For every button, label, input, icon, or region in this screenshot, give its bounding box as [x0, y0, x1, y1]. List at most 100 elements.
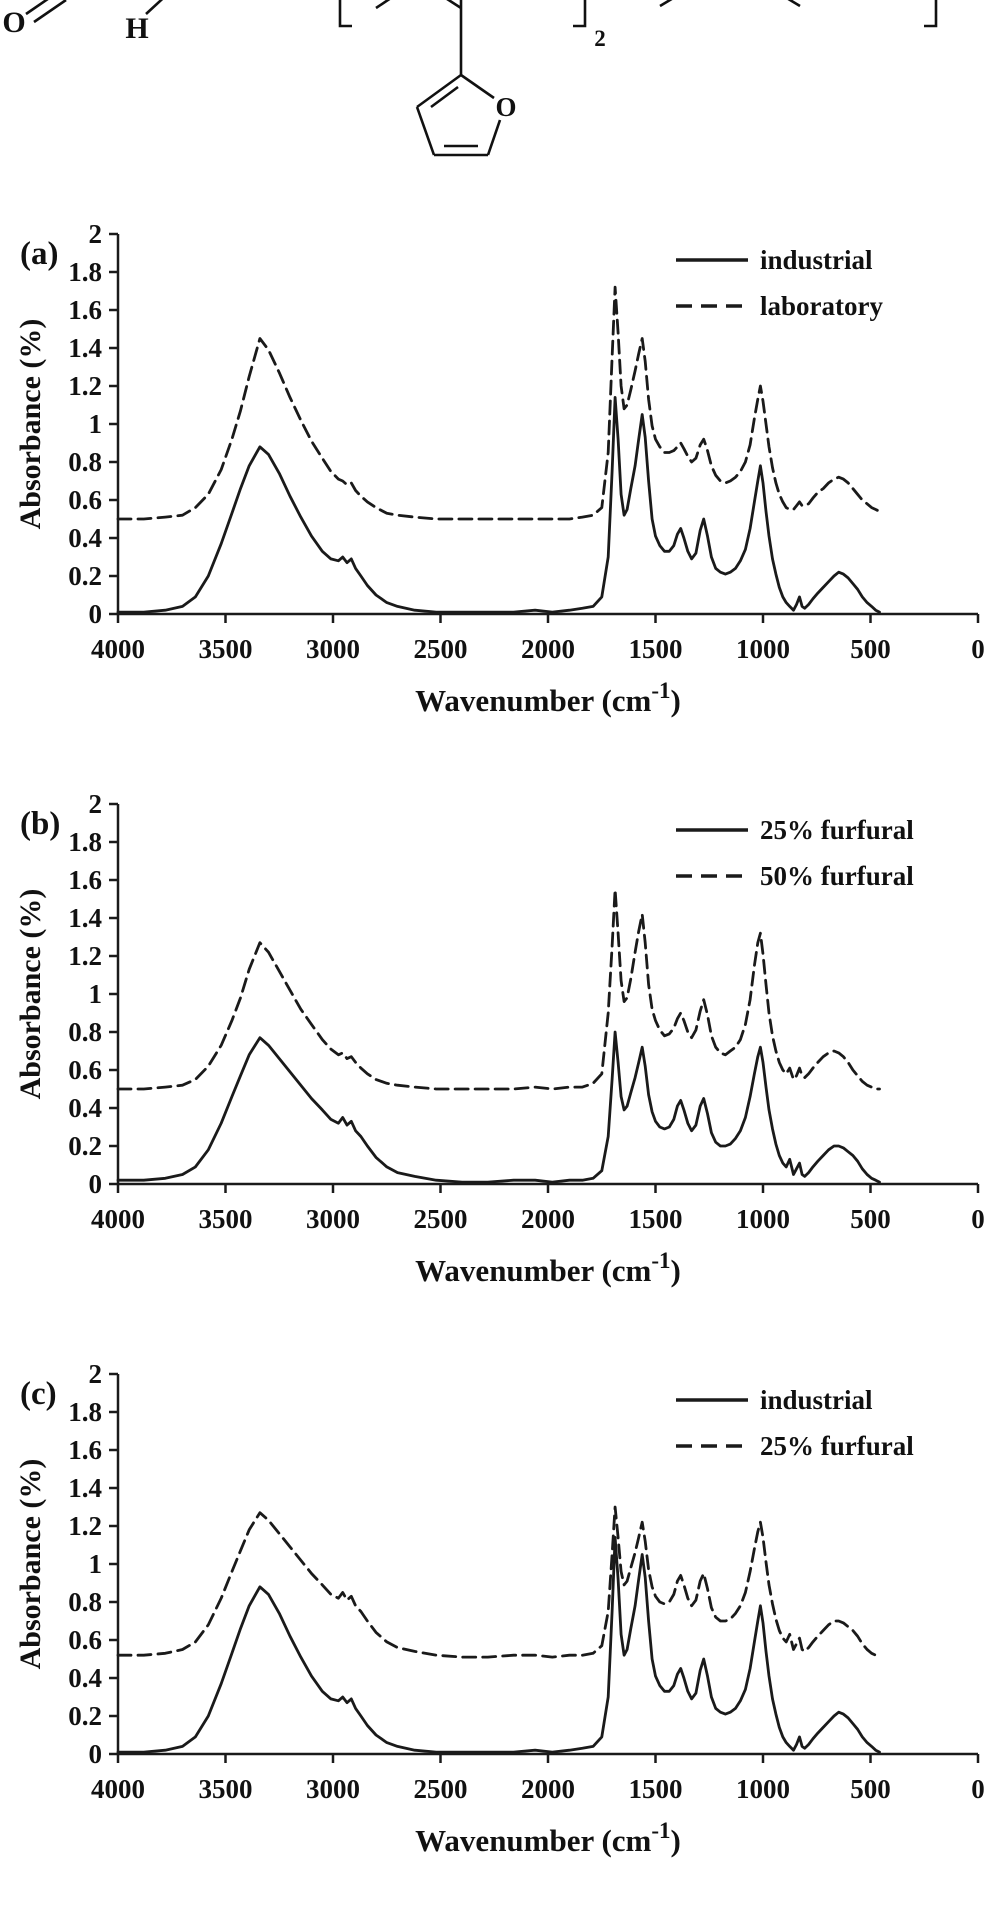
chemical-structure: O H 2 O [0, 0, 1008, 216]
x-tick-label: 1500 [629, 1204, 683, 1234]
x-tick-label: 2000 [521, 634, 575, 664]
series-curve-industrial [116, 1536, 881, 1754]
y-tick-label: 1.6 [68, 865, 102, 895]
x-tick-label: 500 [850, 1774, 891, 1804]
x-axis-title: Wavenumber (cm-1) [415, 678, 681, 718]
y-tick-label: 1.8 [68, 827, 102, 857]
x-tick-label: 1500 [629, 1774, 683, 1804]
x-axis-title: Wavenumber (cm-1) [415, 1248, 681, 1288]
bracket-open [338, 0, 352, 28]
hydrogen-label: H [125, 12, 148, 45]
x-tick-label: 3000 [306, 1204, 360, 1234]
x-tick-label: 3500 [199, 1204, 253, 1234]
y-axis-title: Absorbance (%) [14, 889, 47, 1100]
series-curve-industrial [116, 396, 881, 614]
backbone-bond-line-3 [659, 0, 673, 8]
y-tick-label: 0.4 [68, 523, 102, 553]
x-tick-label: 1500 [629, 634, 683, 664]
y-tick-label: 0.4 [68, 1663, 102, 1693]
backbone-bond-line-2 [446, 0, 462, 10]
y-tick-label: 0.8 [68, 1017, 102, 1047]
x-tick-label: 0 [971, 1774, 985, 1804]
series-curve-furfural25 [116, 1030, 881, 1184]
carbonyl-bond-line [25, 0, 49, 16]
x-tick-label: 4000 [91, 634, 145, 664]
ftir-chart-a: 0 0.2 0.4 0.6 0.8 1 1.2 1.4 1.6 1.8 2 4000 3500 3000 2… [14, 219, 985, 718]
y-tick-label: 0.6 [68, 1055, 102, 1085]
y-tick-label: 0.2 [68, 1131, 102, 1161]
furan-ring [415, 73, 502, 157]
y-tick-label: 0 [89, 1739, 103, 1769]
x-tick-label: 2500 [414, 634, 468, 664]
series-curve-laboratory [116, 285, 881, 521]
series-curve-furfural25-offset [116, 1505, 881, 1659]
panel-label: (a) [20, 236, 58, 272]
y-tick-label: 1.8 [68, 257, 102, 287]
y-tick-label: 2 [89, 789, 103, 819]
x-axis-title: Wavenumber (cm-1) [415, 1818, 681, 1858]
x-tick-label: 2000 [521, 1204, 575, 1234]
h-bond-line [145, 0, 164, 15]
structure-drawing: O H 2 O [2, 0, 938, 157]
legend-label: industrial [760, 1385, 873, 1415]
x-tick-label: 1000 [736, 1204, 790, 1234]
series-curve-furfural50 [116, 888, 881, 1091]
backbone-bond-line-4 [787, 0, 801, 8]
x-tick-label: 500 [850, 1204, 891, 1234]
y-tick-label: 0.8 [68, 1587, 102, 1617]
ftir-chart-b: 0 0.2 0.4 0.6 0.8 1 1.2 1.4 1.6 1.8 2 4000 3500 3000 2… [14, 789, 985, 1288]
bracket-close [573, 0, 587, 28]
ftir-panel-c: 0 0.2 0.4 0.6 0.8 1 1.2 1.4 1.6 1.8 2 4000 3500 3000 2… [0, 1356, 1008, 1926]
x-tick-label: 3500 [199, 1774, 253, 1804]
legend-label: laboratory [760, 291, 883, 321]
y-tick-label: 1.6 [68, 1435, 102, 1465]
y-tick-label: 1.4 [68, 333, 102, 363]
y-tick-label: 1.4 [68, 1473, 102, 1503]
x-tick-label: 1000 [736, 634, 790, 664]
x-tick-label: 3000 [306, 1774, 360, 1804]
panel-label: (c) [20, 1376, 57, 1412]
x-tick-label: 0 [971, 634, 985, 664]
y-axis-title: Absorbance (%) [14, 319, 47, 530]
y-tick-label: 0 [89, 1169, 103, 1199]
x-tick-label: 2500 [414, 1774, 468, 1804]
x-tick-label: 4000 [91, 1204, 145, 1234]
panel-label: (b) [20, 806, 60, 842]
x-tick-label: 2000 [521, 1774, 575, 1804]
x-tick-label: 500 [850, 634, 891, 664]
y-tick-label: 1 [89, 409, 103, 439]
y-tick-label: 1.6 [68, 295, 102, 325]
y-tick-label: 0.6 [68, 485, 102, 515]
y-tick-label: 0 [89, 599, 103, 629]
y-tick-label: 1.2 [68, 941, 102, 971]
legend-label: industrial [760, 245, 873, 275]
x-tick-label: 3500 [199, 634, 253, 664]
ftir-chart-c: 0 0.2 0.4 0.6 0.8 1 1.2 1.4 1.6 1.8 2 4000 3500 3000 2… [14, 1359, 985, 1858]
bracket-right [924, 0, 938, 28]
x-tick-label: 4000 [91, 1774, 145, 1804]
y-tick-label: 1.2 [68, 371, 102, 401]
legend-label: 25% furfural [760, 1431, 914, 1461]
carbonyl-oxygen-label: O [2, 6, 25, 39]
ftir-panel-a: 0 0.2 0.4 0.6 0.8 1 1.2 1.4 1.6 1.8 2 4000 3500 3000 2… [0, 216, 1008, 786]
carbonyl-bond-line-2 [33, 0, 67, 24]
ftir-panel-b: 0 0.2 0.4 0.6 0.8 1 1.2 1.4 1.6 1.8 2 4000 3500 3000 2… [0, 786, 1008, 1356]
y-tick-label: 1.2 [68, 1511, 102, 1541]
legend-label: 50% furfural [760, 861, 914, 891]
y-tick-label: 0.2 [68, 561, 102, 591]
legend-label: 25% furfural [760, 815, 914, 845]
y-tick-label: 0.4 [68, 1093, 102, 1123]
backbone-bond-line [375, 0, 391, 10]
y-tick-label: 1 [89, 1549, 103, 1579]
y-tick-label: 0.6 [68, 1625, 102, 1655]
x-tick-label: 1000 [736, 1774, 790, 1804]
y-tick-label: 0.8 [68, 447, 102, 477]
y-axis-title: Absorbance (%) [14, 1459, 47, 1670]
furan-oxygen-label: O [495, 92, 516, 122]
y-tick-label: 2 [89, 1359, 103, 1389]
x-tick-label: 2500 [414, 1204, 468, 1234]
y-tick-label: 1.8 [68, 1397, 102, 1427]
repeat-subscript: 2 [594, 26, 606, 51]
y-tick-label: 2 [89, 219, 103, 249]
